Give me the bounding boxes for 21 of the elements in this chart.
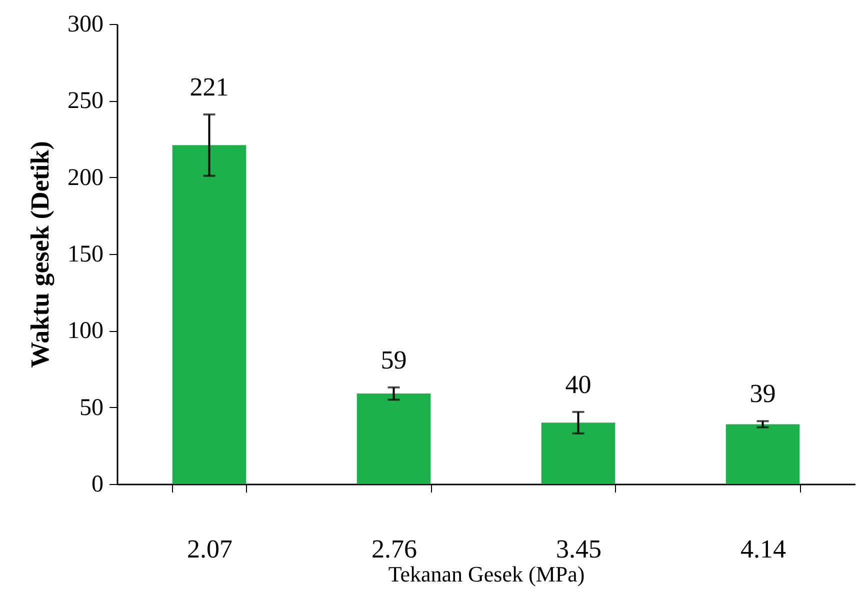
x-tick-label: 4.14 [740, 534, 786, 564]
x-axis-title: Tekanan Gesek (MPa) [388, 562, 585, 586]
bar [172, 145, 246, 484]
bar [356, 394, 431, 484]
data-label: 39 [750, 379, 776, 408]
y-tick-label: 0 [92, 472, 104, 498]
y-tick-label: 250 [68, 88, 104, 114]
bar [541, 422, 616, 484]
y-tick-label: 100 [68, 318, 104, 344]
x-tick-label: 2.07 [187, 534, 232, 564]
bar [726, 424, 800, 484]
data-label: 59 [380, 345, 407, 374]
x-tick-label: 2.76 [372, 534, 417, 564]
y-tick-label: 200 [68, 164, 104, 191]
y-tick-label: 50 [80, 394, 104, 421]
x-tick-label: 3.45 [556, 534, 602, 564]
y-tick-label: 300 [68, 12, 104, 38]
y-tick-label: 150 [68, 242, 104, 268]
data-label: 221 [190, 72, 229, 102]
data-label: 40 [565, 370, 592, 399]
y-axis-title: Waktu gesek (Detik) [26, 141, 54, 368]
